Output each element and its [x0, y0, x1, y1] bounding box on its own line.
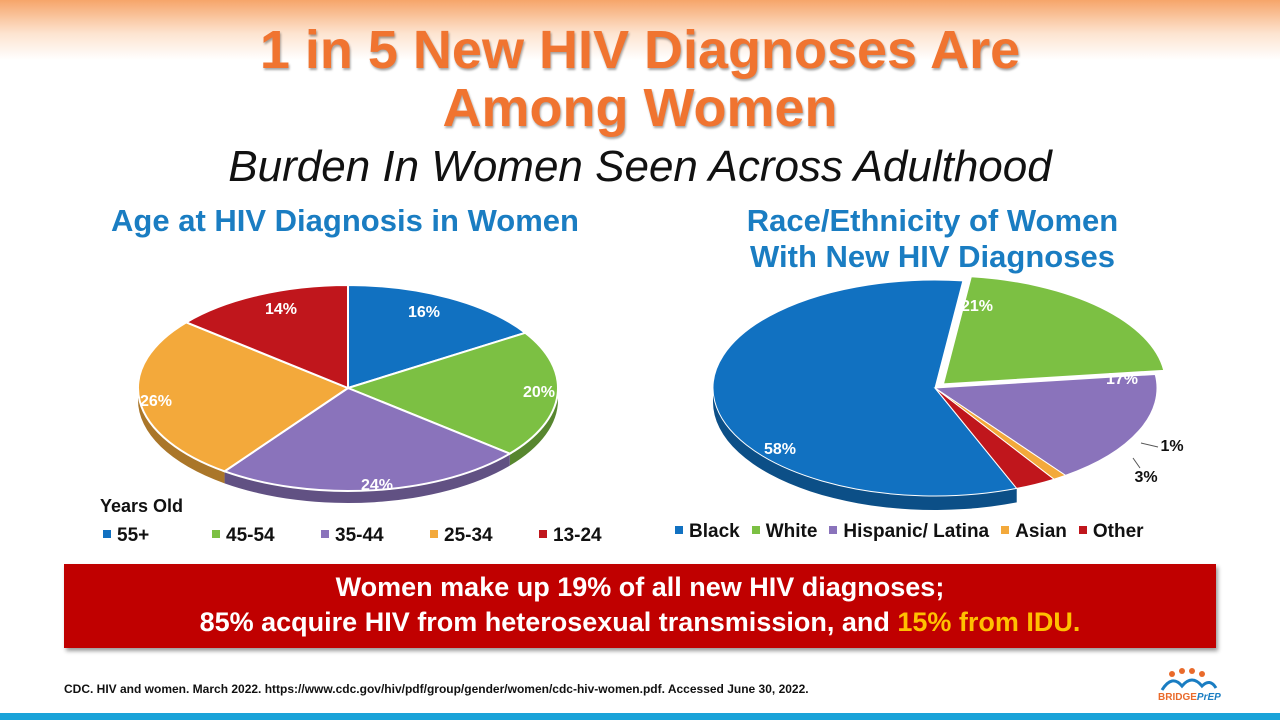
age-legend-title: Years Old	[100, 496, 184, 516]
age-legend-text-4: 13-24	[553, 525, 602, 546]
race-legend-swatch-3	[1001, 525, 1010, 534]
race-legend-item-1: White	[751, 521, 818, 543]
race-legend-swatch-2	[829, 525, 838, 534]
race-legend: Black White Hispanic/ Latina Asian Other	[675, 521, 1156, 543]
age-legend-swatch-4	[539, 529, 547, 538]
race-legend-text-3: Asian	[1015, 521, 1067, 542]
race-legend-item-3: Asian	[1001, 521, 1067, 543]
race-chart-title-line2: With New HIV Diagnoses	[750, 239, 1115, 274]
age-legend-item-0: 55+	[103, 525, 200, 547]
race-legend-text-0: Black	[689, 521, 740, 542]
slide-subtitle: Burden In Women Seen Across Adulthood	[228, 142, 1052, 191]
age-pie-chart: 16% 20% 24% 26% 14%	[137, 283, 559, 503]
banner-line1: Women make up 19% of all new HIV diagnos…	[335, 572, 945, 602]
banner-line2: 85% acquire HIV from heterosexual transm…	[64, 605, 1216, 640]
race-legend-item-4: Other	[1078, 521, 1144, 543]
slide-title-line1: 1 in 5 New HIV Diagnoses Are	[259, 20, 1021, 80]
race-legend-swatch-1	[751, 525, 760, 534]
age-legend-text-1: 45-54	[226, 525, 275, 546]
age-pie-slice-13-24	[183, 283, 349, 390]
summary-banner: Women make up 19% of all new HIV diagnos…	[64, 564, 1216, 648]
race-legend-item-2: Hispanic/ Latina	[829, 521, 989, 543]
race-pie-chart: 58% 21% 17% 1%3%	[712, 276, 1184, 511]
race-pie-label-3: 1%	[1160, 438, 1183, 455]
age-legend-swatch-1	[212, 529, 220, 538]
age-legend-item-1: 45-54	[212, 525, 309, 547]
race-pie-leader-other	[1132, 457, 1141, 469]
svg-text:BRIDGEPrEP: BRIDGEPrEP	[1158, 692, 1221, 703]
race-pie-slice-white	[942, 276, 1165, 385]
age-legend: 55+ 45-54 35-44 25-34 13-24	[103, 525, 648, 547]
age-pie-side-2	[224, 453, 510, 503]
age-pie-label-2: 24%	[361, 477, 393, 494]
race-chart-title-line1: Race/Ethnicity of Women	[746, 203, 1119, 238]
age-pie-slice-35-44	[222, 386, 513, 492]
race-legend-text-2: Hispanic/ Latina	[843, 521, 990, 542]
race-pie-label-2: 17%	[1106, 371, 1138, 388]
age-chart-title: Age at HIV Diagnosis in Women	[111, 203, 579, 238]
race-legend-text-1: White	[765, 521, 818, 542]
bottom-band	[0, 713, 1280, 720]
banner-highlight: 15% from IDU.	[897, 607, 1081, 637]
age-legend-item-2: 35-44	[321, 525, 418, 547]
race-pie-label-1: 21%	[961, 298, 993, 315]
banner-line2-text: 85% acquire HIV from heterosexual transm…	[199, 607, 898, 637]
age-pie-label-0: 16%	[408, 304, 440, 321]
race-legend-swatch-0	[675, 525, 683, 534]
age-pie-slice-55-	[347, 283, 528, 390]
age-legend-swatch-0	[103, 529, 111, 538]
age-legend-text-0: 55+	[117, 525, 150, 546]
age-legend-text-2: 35-44	[335, 525, 384, 546]
age-legend-text-3: 25-34	[444, 525, 493, 546]
race-pie-label-4: 3%	[1134, 469, 1157, 486]
age-legend-item-3: 25-34	[430, 525, 527, 547]
race-pie-side-0	[713, 388, 1017, 511]
bridgeprep-logo: BRIDGEPrEP	[1158, 668, 1221, 703]
age-pie-label-3: 26%	[140, 393, 172, 410]
race-legend-swatch-4	[1078, 525, 1087, 534]
age-pie-side-3	[138, 388, 225, 484]
race-legend-text-4: Other	[1092, 521, 1144, 542]
slide-title-line2: Among Women	[442, 78, 838, 138]
race-pie-label-0: 58%	[764, 441, 796, 458]
source-citation: CDC. HIV and women. March 2022. https://…	[64, 682, 809, 696]
age-pie-slice-25-34	[137, 321, 351, 473]
age-legend-swatch-3	[430, 529, 438, 538]
race-legend-item-0: Black	[675, 521, 740, 543]
age-legend-swatch-2	[321, 529, 329, 538]
age-legend-item-4: 13-24	[539, 525, 636, 547]
age-pie-label-1: 20%	[523, 384, 555, 401]
top-gradient-band	[0, 0, 1280, 60]
age-pie-slice-45-54	[345, 331, 559, 455]
race-pie-slice-hispanic-latina	[933, 373, 1158, 476]
age-pie-label-4: 14%	[265, 301, 297, 318]
race-pie-slice-black	[712, 279, 1018, 497]
race-pie-leader-asian	[1140, 442, 1159, 448]
race-pie-slice-other	[934, 387, 1056, 489]
race-chart-title: Race/Ethnicity of Women With New HIV Dia…	[660, 203, 1205, 275]
